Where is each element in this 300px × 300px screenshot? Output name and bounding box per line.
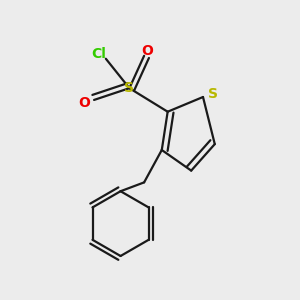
Text: Cl: Cl	[91, 47, 106, 61]
Text: O: O	[78, 96, 90, 110]
Text: S: S	[124, 81, 134, 95]
Text: S: S	[208, 87, 218, 101]
Text: O: O	[141, 44, 153, 58]
